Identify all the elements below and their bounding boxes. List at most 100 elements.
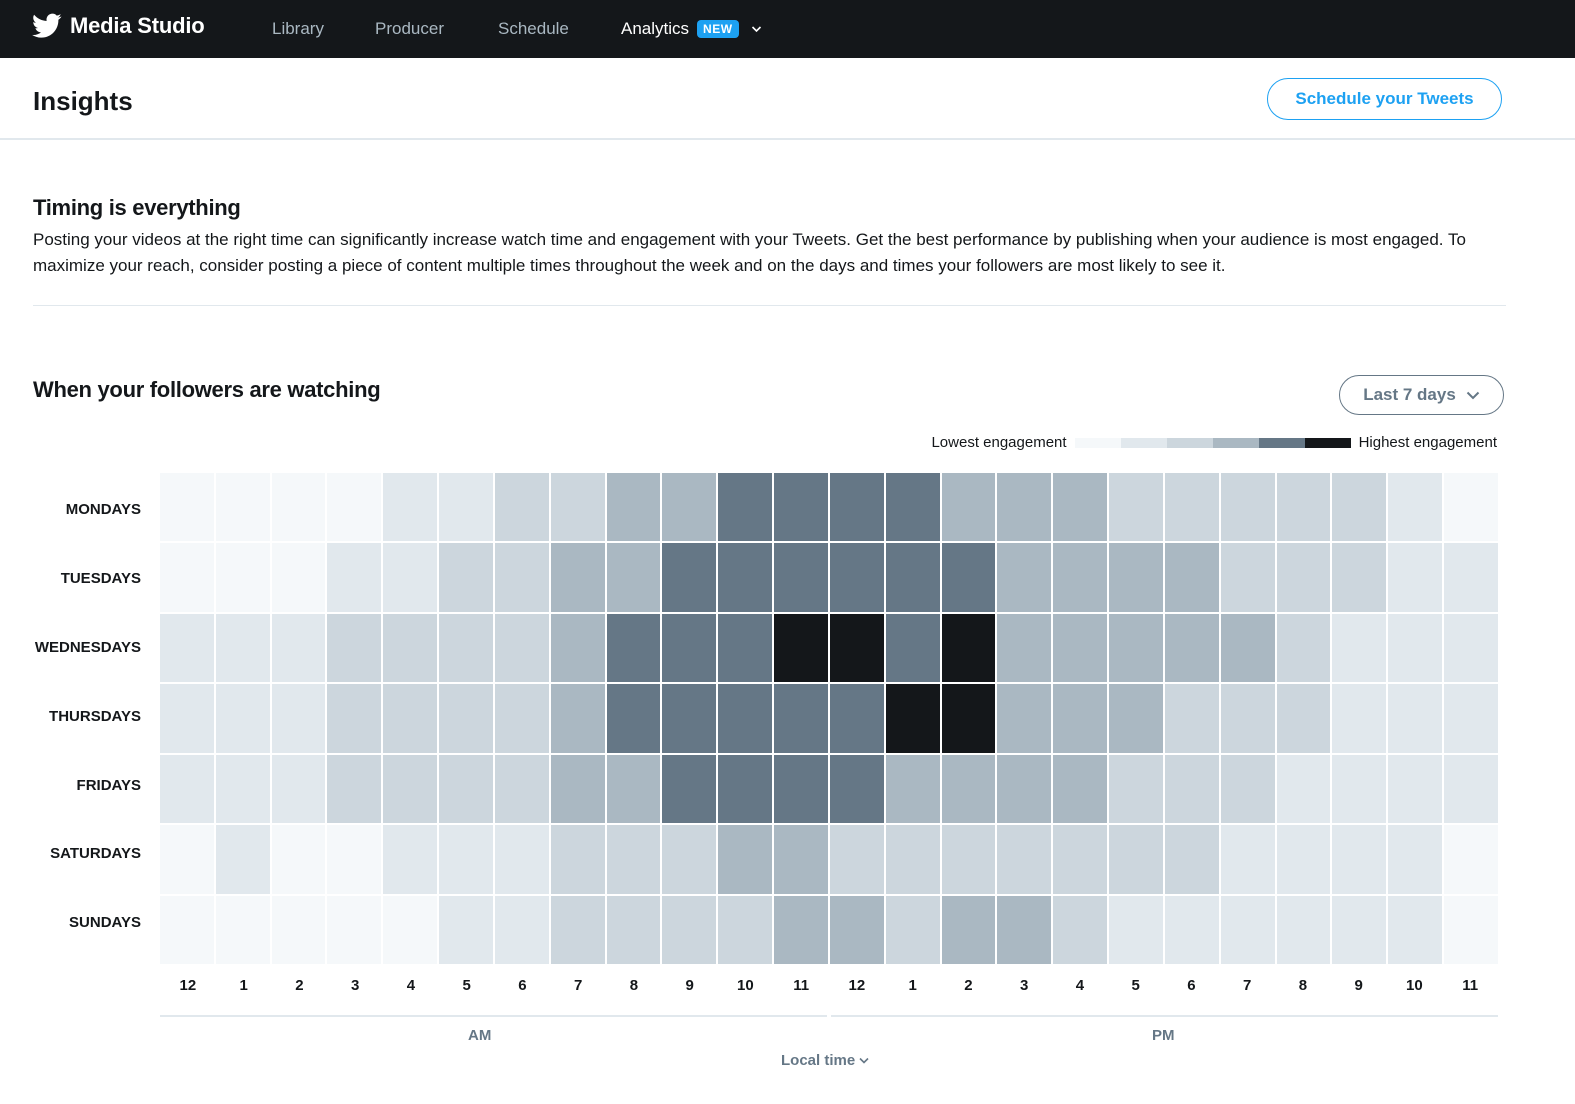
heatmap-cell[interactable] xyxy=(327,473,382,542)
heatmap-cell[interactable] xyxy=(494,895,549,964)
heatmap-cell[interactable] xyxy=(1109,825,1163,894)
heatmap-cell[interactable] xyxy=(327,825,382,894)
heatmap-cell[interactable] xyxy=(1332,825,1387,894)
heatmap-cell[interactable] xyxy=(327,613,382,683)
heatmap-cell[interactable] xyxy=(941,543,996,612)
heatmap-cell[interactable] xyxy=(606,754,661,824)
heatmap-cell[interactable] xyxy=(1220,895,1275,964)
heatmap-cell[interactable] xyxy=(383,895,438,964)
heatmap-cell[interactable] xyxy=(550,684,605,753)
heatmap-cell[interactable] xyxy=(941,473,996,542)
heatmap-cell[interactable] xyxy=(215,684,270,753)
heatmap-cell[interactable] xyxy=(1220,543,1275,612)
heatmap-cell[interactable] xyxy=(1388,895,1443,964)
heatmap-cell[interactable] xyxy=(271,613,326,683)
heatmap-cell[interactable] xyxy=(439,895,493,964)
heatmap-cell[interactable] xyxy=(1276,754,1331,824)
heatmap-cell[interactable] xyxy=(215,825,270,894)
heatmap-cell[interactable] xyxy=(160,684,214,753)
heatmap-cell[interactable] xyxy=(439,825,493,894)
heatmap-cell[interactable] xyxy=(885,754,940,824)
heatmap-cell[interactable] xyxy=(1276,613,1331,683)
heatmap-cell[interactable] xyxy=(550,473,605,542)
heatmap-cell[interactable] xyxy=(829,684,884,753)
heatmap-cell[interactable] xyxy=(662,825,717,894)
heatmap-cell[interactable] xyxy=(1220,754,1275,824)
heatmap-cell[interactable] xyxy=(1444,543,1498,612)
heatmap-cell[interactable] xyxy=(215,754,270,824)
heatmap-cell[interactable] xyxy=(997,684,1052,753)
heatmap-cell[interactable] xyxy=(997,613,1052,683)
heatmap-cell[interactable] xyxy=(1053,473,1108,542)
heatmap-cell[interactable] xyxy=(1388,684,1443,753)
heatmap-cell[interactable] xyxy=(941,613,996,683)
heatmap-cell[interactable] xyxy=(160,825,214,894)
heatmap-cell[interactable] xyxy=(718,825,773,894)
heatmap-cell[interactable] xyxy=(1220,684,1275,753)
heatmap-cell[interactable] xyxy=(606,613,661,683)
heatmap-cell[interactable] xyxy=(662,895,717,964)
heatmap-cell[interactable] xyxy=(271,895,326,964)
heatmap-cell[interactable] xyxy=(1164,543,1219,612)
heatmap-cell[interactable] xyxy=(1053,613,1108,683)
heatmap-cell[interactable] xyxy=(439,754,493,824)
heatmap-cell[interactable] xyxy=(160,473,214,542)
heatmap-cell[interactable] xyxy=(829,895,884,964)
heatmap-cell[interactable] xyxy=(662,473,717,542)
timezone-dropdown[interactable]: Local time xyxy=(781,1052,869,1069)
heatmap-cell[interactable] xyxy=(997,473,1052,542)
heatmap-cell[interactable] xyxy=(1220,473,1275,542)
heatmap-cell[interactable] xyxy=(383,613,438,683)
heatmap-cell[interactable] xyxy=(327,754,382,824)
heatmap-cell[interactable] xyxy=(774,895,828,964)
heatmap-cell[interactable] xyxy=(829,473,884,542)
heatmap-cell[interactable] xyxy=(1164,613,1219,683)
heatmap-cell[interactable] xyxy=(383,473,438,542)
heatmap-cell[interactable] xyxy=(494,613,549,683)
heatmap-cell[interactable] xyxy=(1164,825,1219,894)
heatmap-cell[interactable] xyxy=(1276,825,1331,894)
heatmap-cell[interactable] xyxy=(774,473,828,542)
heatmap-cell[interactable] xyxy=(1444,684,1498,753)
heatmap-cell[interactable] xyxy=(439,473,493,542)
heatmap-cell[interactable] xyxy=(662,613,717,683)
heatmap-cell[interactable] xyxy=(606,825,661,894)
heatmap-cell[interactable] xyxy=(1444,895,1498,964)
heatmap-cell[interactable] xyxy=(383,825,438,894)
heatmap-cell[interactable] xyxy=(327,895,382,964)
heatmap-cell[interactable] xyxy=(1109,613,1163,683)
heatmap-cell[interactable] xyxy=(774,684,828,753)
nav-producer[interactable]: Producer xyxy=(375,19,444,38)
heatmap-cell[interactable] xyxy=(1332,473,1387,542)
heatmap-cell[interactable] xyxy=(774,543,828,612)
heatmap-cell[interactable] xyxy=(941,684,996,753)
heatmap-cell[interactable] xyxy=(829,613,884,683)
heatmap-cell[interactable] xyxy=(1276,543,1331,612)
nav-library[interactable]: Library xyxy=(272,19,324,38)
heatmap-cell[interactable] xyxy=(997,895,1052,964)
heatmap-cell[interactable] xyxy=(1388,543,1443,612)
heatmap-cell[interactable] xyxy=(1332,543,1387,612)
heatmap-cell[interactable] xyxy=(1053,895,1108,964)
heatmap-cell[interactable] xyxy=(718,613,773,683)
heatmap-cell[interactable] xyxy=(1332,895,1387,964)
heatmap-cell[interactable] xyxy=(1109,754,1163,824)
heatmap-cell[interactable] xyxy=(160,895,214,964)
heatmap-cell[interactable] xyxy=(774,825,828,894)
heatmap-cell[interactable] xyxy=(1109,543,1163,612)
heatmap-cell[interactable] xyxy=(271,754,326,824)
heatmap-cell[interactable] xyxy=(1164,473,1219,542)
heatmap-cell[interactable] xyxy=(439,543,493,612)
heatmap-cell[interactable] xyxy=(271,473,326,542)
heatmap-cell[interactable] xyxy=(271,825,326,894)
heatmap-cell[interactable] xyxy=(494,825,549,894)
heatmap-cell[interactable] xyxy=(215,473,270,542)
heatmap-cell[interactable] xyxy=(774,613,828,683)
heatmap-cell[interactable] xyxy=(941,754,996,824)
heatmap-cell[interactable] xyxy=(1444,754,1498,824)
heatmap-cell[interactable] xyxy=(494,473,549,542)
heatmap-cell[interactable] xyxy=(439,684,493,753)
heatmap-cell[interactable] xyxy=(1053,684,1108,753)
schedule-tweets-button[interactable]: Schedule your Tweets xyxy=(1267,78,1502,120)
heatmap-cell[interactable] xyxy=(1444,473,1498,542)
